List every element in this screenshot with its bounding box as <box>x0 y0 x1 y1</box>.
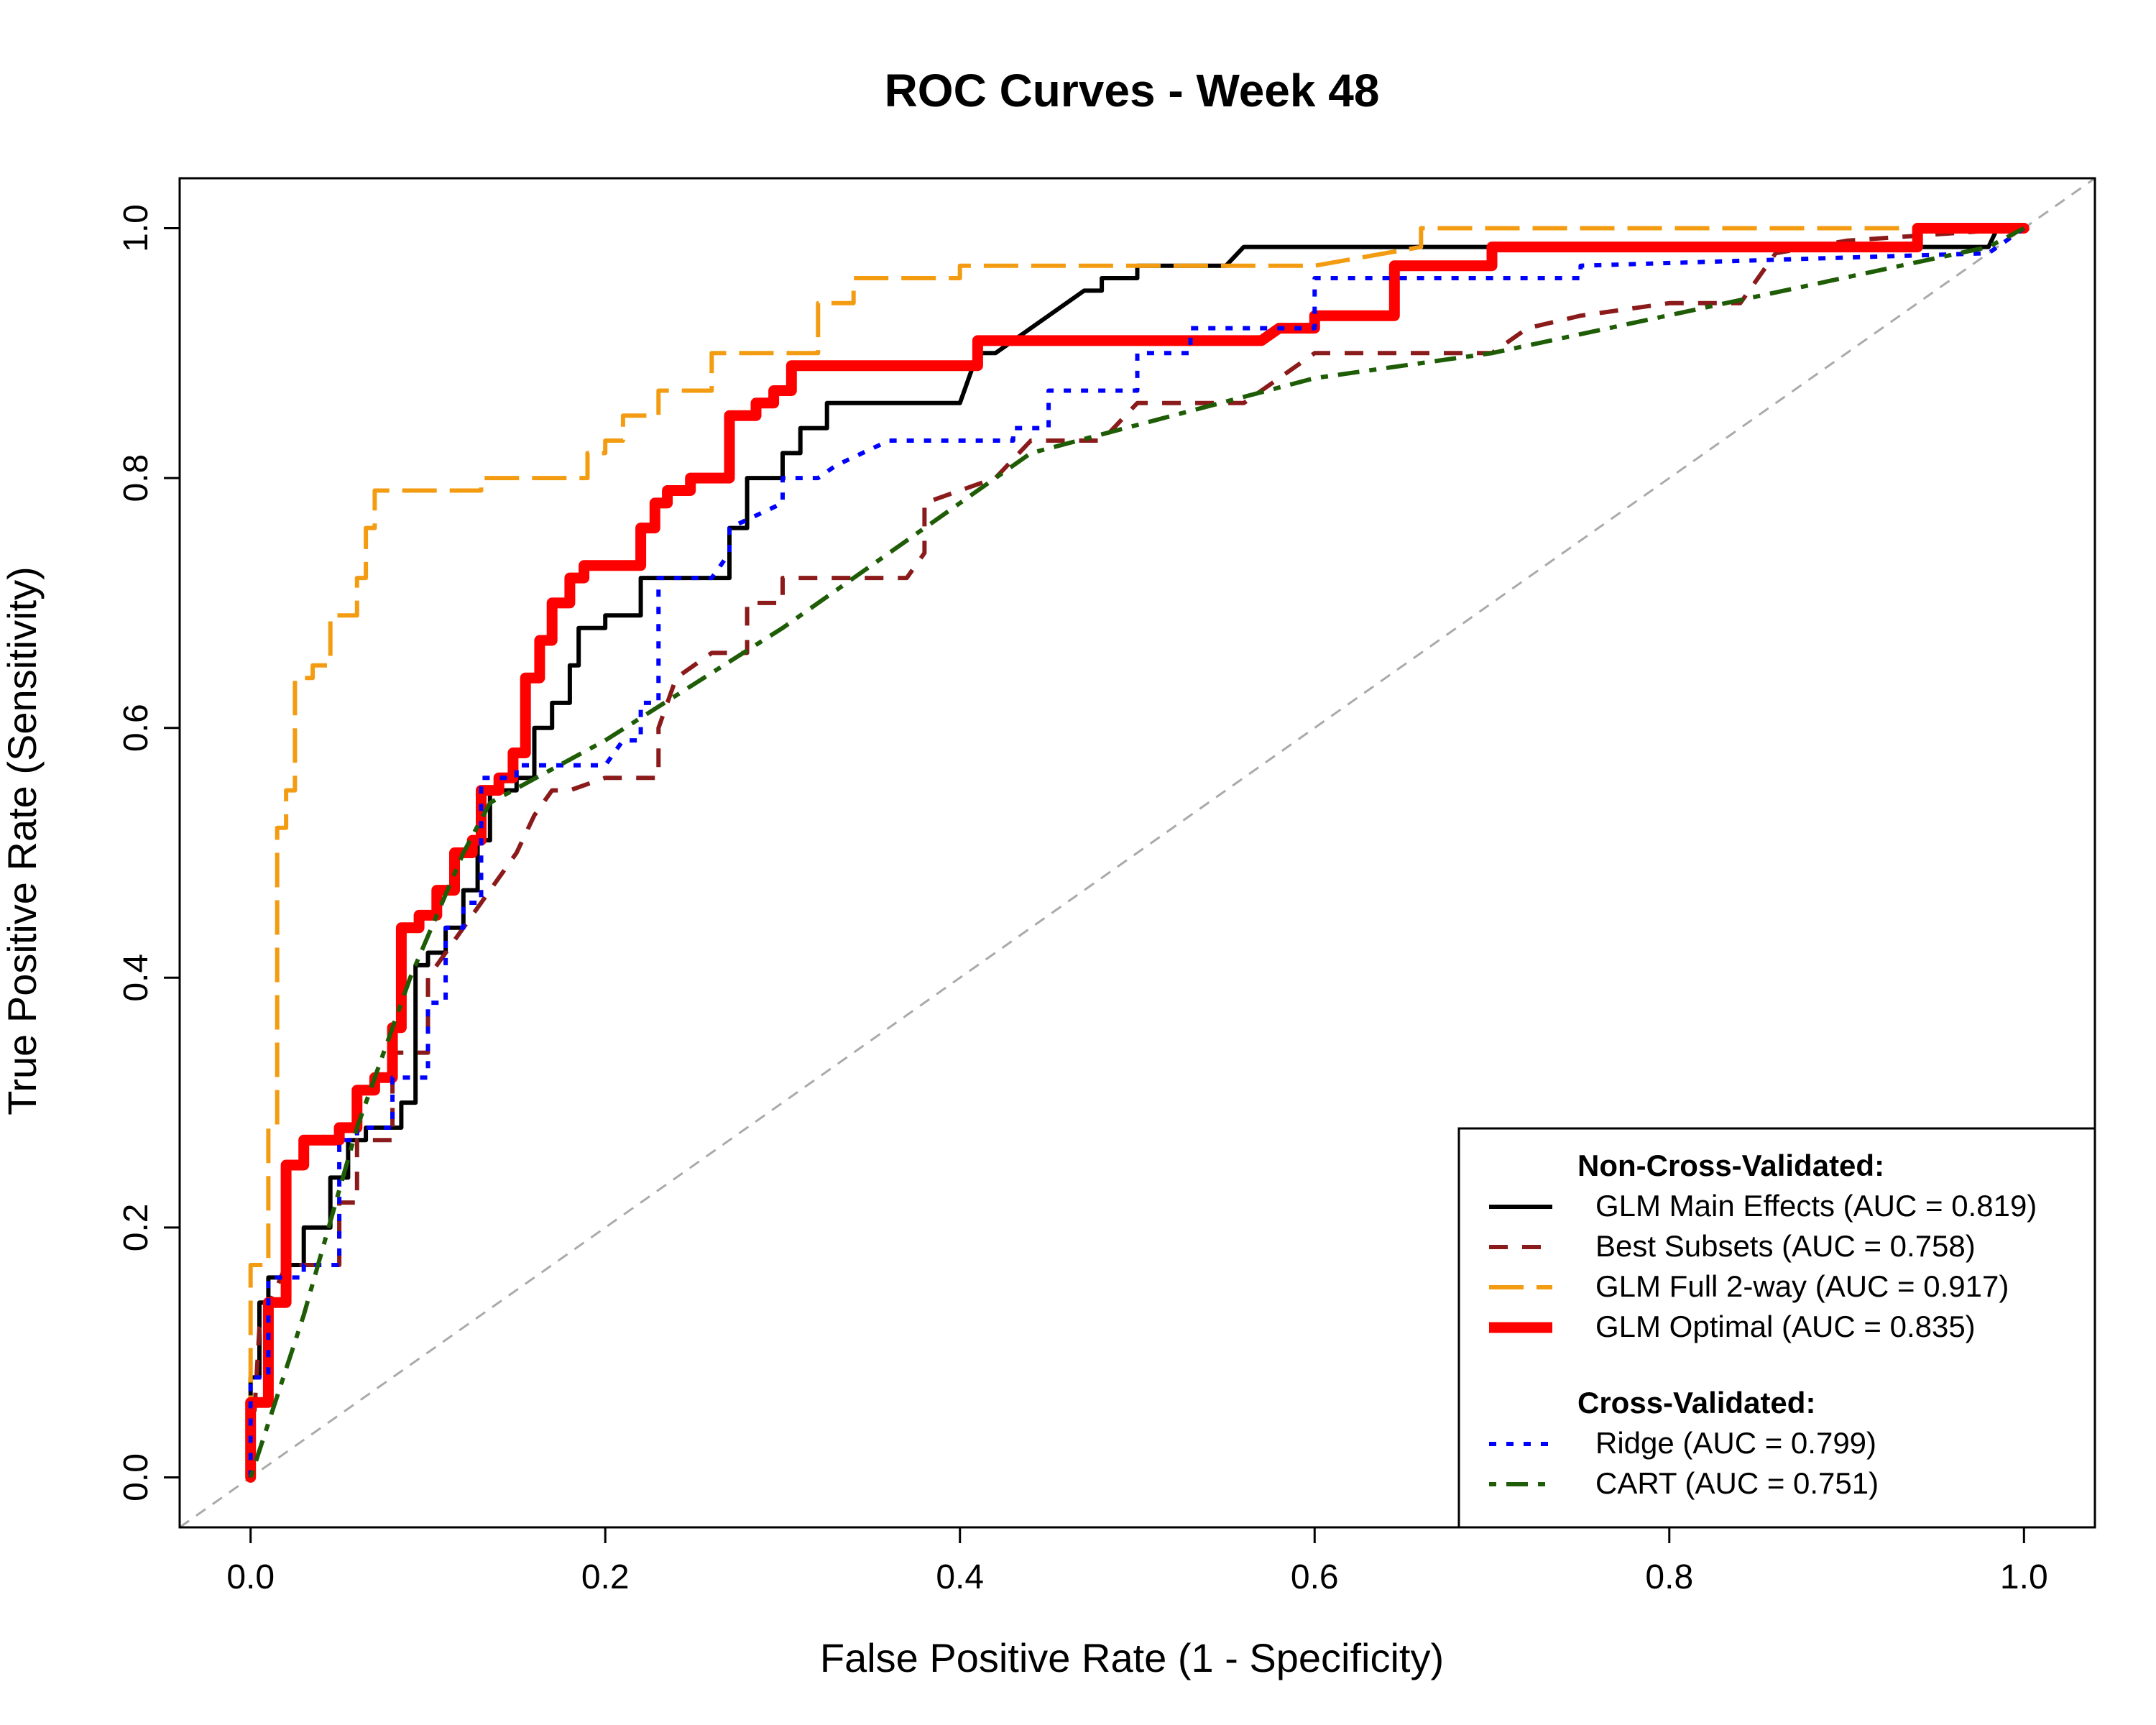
x-tick-label: 0.0 <box>226 1558 275 1596</box>
legend-entry-glm-full: GLM Full 2-way (AUC = 0.917) <box>1595 1269 2009 1303</box>
legend-group-heading: Cross-Validated: <box>1577 1386 1815 1420</box>
x-tick-label: 0.2 <box>581 1558 630 1596</box>
series-line-glm-full <box>248 226 2024 1478</box>
legend-entry-glm-main: GLM Main Effects (AUC = 0.819) <box>1595 1189 2037 1223</box>
legend: Non-Cross-Validated: GLM Main Effects (AU… <box>1457 1127 2096 1529</box>
series-line-glm-main <box>248 226 2024 1478</box>
axes: 0.0 0.2 0.4 0.6 0.8 1.0 0.0 0.2 0.4 0.6 0.8 1.0 <box>117 177 2096 1596</box>
y-tick-label: 0.0 <box>117 1453 155 1501</box>
legend-entry-best-subsets: Best Subsets (AUC = 0.758) <box>1595 1229 1976 1263</box>
y-tick-label: 0.2 <box>117 1204 155 1252</box>
y-tick-label: 1.0 <box>117 204 155 252</box>
legend-entry-cart: CART (AUC = 0.751) <box>1595 1466 1879 1500</box>
legend-group-heading: Non-Cross-Validated: <box>1577 1149 1884 1182</box>
plot-area <box>179 177 2096 1529</box>
series-line-cart <box>248 226 2025 1478</box>
y-tick-label: 0.8 <box>117 454 155 502</box>
series-line-ridge <box>248 226 2026 1478</box>
legend-entry-glm-optimal: GLM Optimal (AUC = 0.835) <box>1595 1310 1976 1343</box>
chart-title: ROC Curves - Week 48 <box>885 65 1380 116</box>
y-axis-label: True Positive Rate (Sensitivity) <box>0 566 45 1116</box>
series-line-glm-optimal <box>245 223 2030 1483</box>
y-tick-label: 0.6 <box>117 704 155 752</box>
x-axis-label: False Positive Rate (1 - Specificity) <box>820 1635 1444 1680</box>
legend-entry-ridge: Ridge (AUC = 0.799) <box>1595 1426 1876 1460</box>
legend-box <box>1457 1127 2096 1529</box>
x-tick-label: 0.4 <box>936 1558 984 1596</box>
x-tick-label: 1.0 <box>2000 1558 2048 1596</box>
x-tick-label: 0.6 <box>1291 1558 1339 1596</box>
reference-diagonal-line <box>179 177 2096 1529</box>
x-tick-label: 0.8 <box>1645 1558 1693 1596</box>
y-tick-label: 0.4 <box>117 954 155 1002</box>
